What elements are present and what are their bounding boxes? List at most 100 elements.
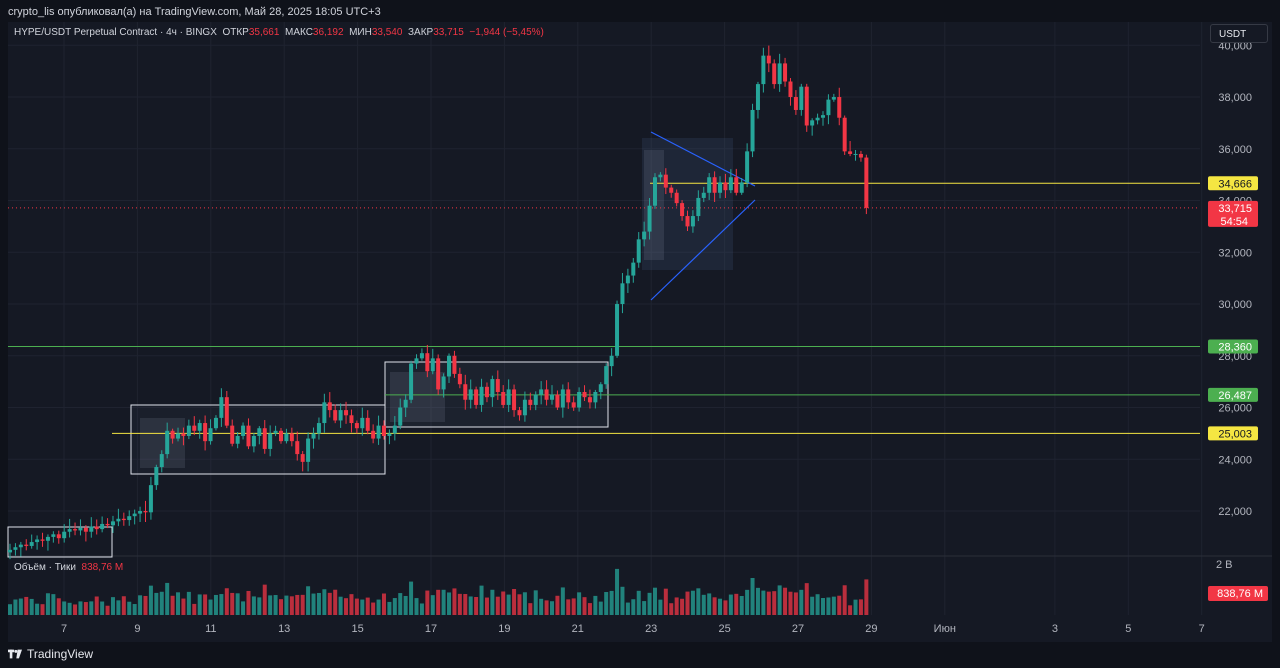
volume-bar xyxy=(696,588,701,615)
candle xyxy=(436,358,441,390)
candle xyxy=(154,467,159,486)
price-tag xyxy=(1208,176,1258,191)
volume-bar xyxy=(154,592,159,615)
candle xyxy=(853,153,858,155)
candle xyxy=(381,425,386,436)
candle xyxy=(734,177,739,193)
time-tick-label: 7 xyxy=(1199,623,1205,635)
volume-bar xyxy=(203,594,208,615)
candle xyxy=(718,182,723,193)
price-tick-label: 26,000 xyxy=(1218,403,1252,415)
candle xyxy=(593,391,598,403)
candle xyxy=(360,417,365,429)
symbol-legend[interactable]: HYPE/USDT Perpetual Contract · 4ч · BING… xyxy=(14,27,544,38)
time-tick-label: 3 xyxy=(1052,623,1058,635)
price-tag xyxy=(1208,339,1258,354)
volume-bar xyxy=(62,601,67,615)
candle xyxy=(73,529,78,531)
candle xyxy=(533,394,538,405)
volume-bar xyxy=(555,595,560,615)
candle xyxy=(815,117,820,121)
symbol-name[interactable]: HYPE/USDT Perpetual Contract · 4ч · BING… xyxy=(14,27,217,38)
time-tick-label: 7 xyxy=(61,623,67,635)
candle xyxy=(447,355,452,377)
volume-bar xyxy=(842,585,847,615)
volume-bar xyxy=(766,591,771,615)
candle xyxy=(696,197,701,217)
volume-bar xyxy=(419,603,424,615)
range-box xyxy=(7,526,113,558)
candle xyxy=(29,542,34,546)
volume-bar xyxy=(447,592,452,615)
volume-bar xyxy=(663,588,668,615)
candle xyxy=(213,417,218,429)
price-tick-label: 28,000 xyxy=(1218,351,1252,363)
candle xyxy=(284,433,289,442)
countdown-timer: 54:54 xyxy=(1220,216,1248,228)
volume-bar xyxy=(680,598,685,615)
price-tag-label: 33,715 xyxy=(1218,203,1252,215)
chart-area[interactable] xyxy=(8,22,1272,642)
candle xyxy=(344,410,349,416)
tradingview-logo[interactable]: TradingView xyxy=(8,647,93,661)
candle xyxy=(376,425,381,439)
candle xyxy=(674,192,679,204)
currency-button[interactable]: USDT xyxy=(1210,24,1268,43)
change-value: −1,944 (−5,45%) xyxy=(469,27,544,38)
candle xyxy=(544,389,549,400)
candle xyxy=(121,518,126,521)
volume-bar xyxy=(479,585,484,615)
candle xyxy=(419,353,424,359)
high-label: МАКС xyxy=(284,27,313,38)
candle xyxy=(848,151,853,154)
volume-bar xyxy=(138,595,143,615)
volume-bar xyxy=(436,589,441,615)
volume-bar xyxy=(577,592,582,615)
volume-bar xyxy=(620,586,625,615)
volume-bar xyxy=(132,604,137,615)
volume-bar xyxy=(615,568,620,615)
volume-bar xyxy=(490,589,495,615)
volume-bar xyxy=(728,594,733,615)
volume-bar xyxy=(566,599,571,615)
volume-bar xyxy=(213,594,218,615)
candle xyxy=(783,63,788,82)
candle xyxy=(506,389,511,405)
candle xyxy=(522,399,527,416)
volume-bar xyxy=(826,597,831,615)
candle xyxy=(452,355,457,374)
candle xyxy=(560,389,565,408)
volume-bar xyxy=(474,596,479,615)
volume-legend[interactable]: Объём · Тики 838,76 M xyxy=(14,562,123,573)
candle xyxy=(159,454,164,468)
volume-bar xyxy=(804,583,809,615)
volume-bar xyxy=(349,594,354,615)
candle xyxy=(837,97,842,118)
candle xyxy=(403,399,408,408)
candle xyxy=(550,394,554,400)
candle xyxy=(728,177,733,191)
time-tick-label: 9 xyxy=(134,623,140,635)
candle xyxy=(761,55,766,85)
candle xyxy=(577,391,582,408)
time-tick-label: 15 xyxy=(351,623,363,635)
candle xyxy=(788,81,793,98)
volume-bar xyxy=(604,592,609,615)
candle xyxy=(392,425,397,434)
price-tick-label: 36,000 xyxy=(1218,144,1252,156)
candle xyxy=(842,117,847,152)
volume-bar xyxy=(414,598,419,615)
volume-bar xyxy=(94,596,99,615)
candle xyxy=(474,389,479,405)
candle xyxy=(625,275,630,284)
trendline xyxy=(650,199,756,301)
candle xyxy=(690,216,695,227)
candle xyxy=(669,187,674,193)
volume-bar xyxy=(45,593,50,615)
volume-bar xyxy=(864,579,869,615)
volume-value: 838,76 M xyxy=(81,562,124,573)
candle xyxy=(138,511,143,514)
volume-bar xyxy=(669,603,674,615)
volume-bar xyxy=(300,594,305,615)
